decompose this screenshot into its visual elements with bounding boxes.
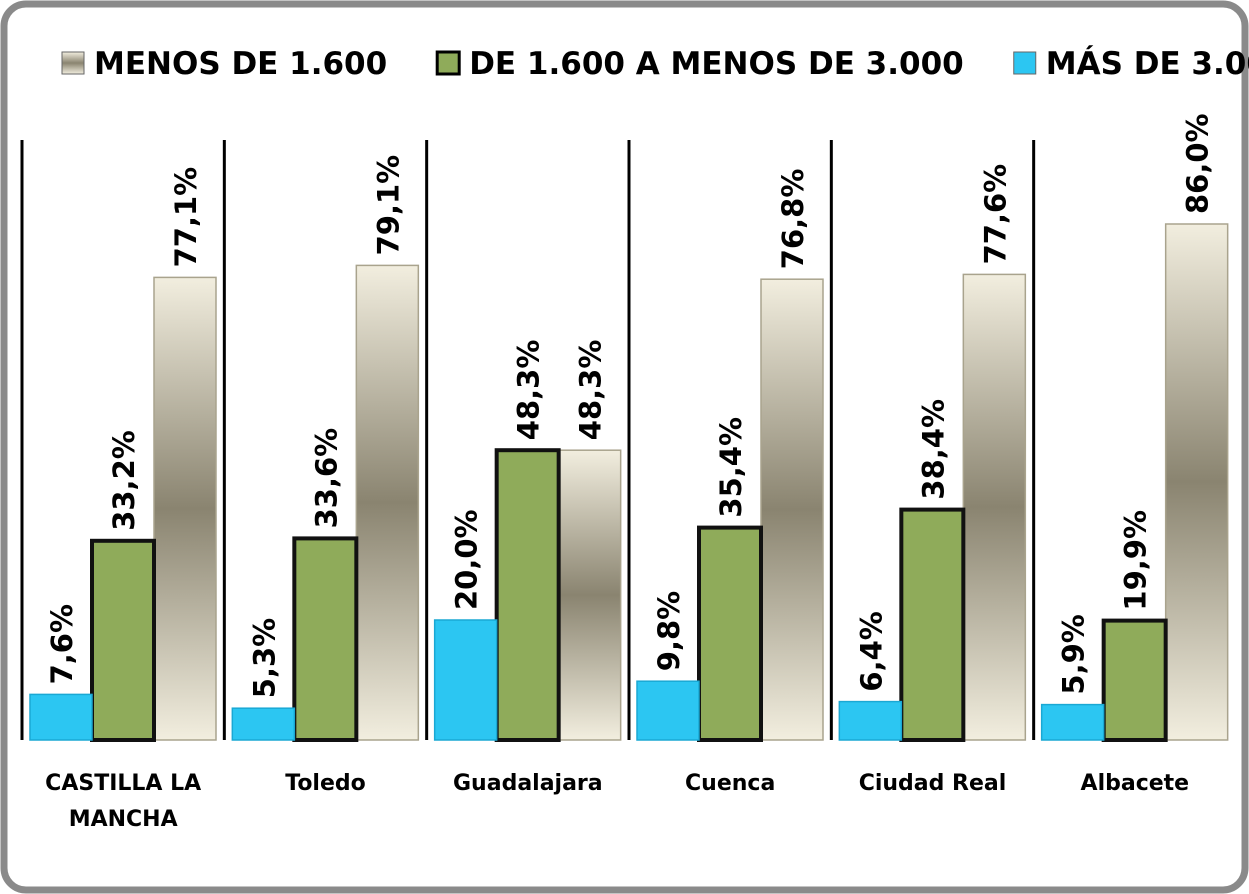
bar bbox=[697, 525, 763, 742]
x-tick-label: CASTILLA LA MANCHA bbox=[45, 771, 201, 832]
bar bbox=[1164, 223, 1229, 741]
bar bbox=[1040, 703, 1105, 741]
data-label: 86,0% bbox=[1181, 113, 1215, 214]
bar bbox=[153, 276, 217, 741]
data-label: 5,3% bbox=[247, 618, 281, 698]
bar bbox=[433, 619, 498, 741]
legend-swatch bbox=[61, 51, 85, 75]
data-label: 77,6% bbox=[978, 164, 1012, 265]
bar bbox=[1101, 618, 1168, 742]
bar bbox=[231, 707, 296, 741]
legend-label: MENOS DE 1.600 bbox=[94, 46, 387, 82]
bar bbox=[899, 507, 966, 742]
bar bbox=[838, 700, 903, 741]
bar bbox=[29, 693, 93, 741]
bar bbox=[494, 448, 561, 742]
data-label: 6,4% bbox=[854, 611, 888, 691]
legend-swatch bbox=[1013, 51, 1037, 75]
legend-label: MÁS DE 3.000 bbox=[1046, 46, 1249, 82]
data-label: 7,6% bbox=[45, 604, 79, 684]
data-label: 35,4% bbox=[714, 417, 748, 518]
bar bbox=[962, 273, 1027, 741]
bar bbox=[355, 264, 420, 741]
data-label: 77,1% bbox=[169, 167, 203, 268]
data-label: 38,4% bbox=[916, 399, 950, 500]
x-tick-label: Ciudad Real bbox=[859, 771, 1007, 796]
bar bbox=[292, 536, 359, 743]
data-label: 33,2% bbox=[107, 430, 141, 531]
x-tick-label: Guadalajara bbox=[453, 771, 603, 796]
x-tick-label: Albacete bbox=[1081, 771, 1190, 796]
data-label: 79,1% bbox=[371, 155, 405, 256]
data-label: 76,8% bbox=[776, 169, 810, 270]
bar bbox=[90, 538, 156, 742]
data-label: 5,9% bbox=[1057, 614, 1091, 694]
bar bbox=[636, 680, 700, 741]
data-label: 48,3% bbox=[512, 340, 546, 441]
data-label: 33,6% bbox=[309, 428, 343, 529]
legend-label: DE 1.600 A MENOS DE 3.000 bbox=[469, 46, 964, 82]
data-label: 20,0% bbox=[450, 509, 484, 610]
legend-swatch bbox=[435, 50, 461, 76]
data-label: 48,3% bbox=[574, 340, 608, 441]
data-label: 19,9% bbox=[1119, 510, 1153, 611]
bar bbox=[557, 449, 622, 741]
x-tick-label: Cuenca bbox=[685, 771, 775, 796]
x-tick-label: Toledo bbox=[285, 771, 366, 796]
bar bbox=[760, 278, 824, 741]
data-label: 9,8% bbox=[652, 591, 686, 671]
